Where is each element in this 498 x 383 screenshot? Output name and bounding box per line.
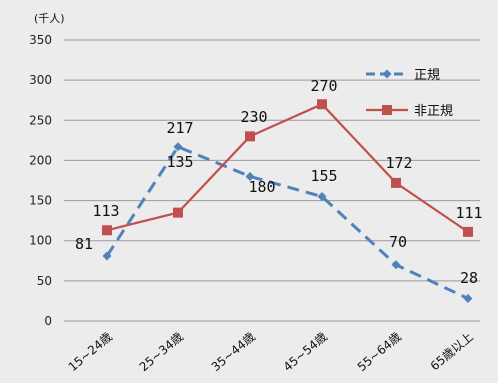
y-tick-label: 50 — [37, 274, 52, 288]
data-label: 113 — [92, 202, 119, 220]
x-axis-tick-labels: 15~24歳 25~34歳 35~44歳 45~54歳 55~64歳 65歳以上 — [66, 330, 476, 375]
y-tick-label: 350 — [29, 33, 52, 47]
series-1-point — [463, 226, 473, 237]
legend-marker — [382, 69, 392, 79]
series-1-point — [102, 225, 112, 236]
data-label: 230 — [240, 108, 267, 126]
y-axis-tick-labels: 0 50 100 150 200 250 300 350 — [29, 33, 52, 328]
series-line-0 — [105, 144, 469, 300]
grid-lines — [64, 39, 480, 322]
data-label: 135 — [166, 153, 193, 171]
series-0-point — [463, 294, 473, 304]
data-label: 217 — [166, 119, 193, 137]
y-tick-label: 300 — [29, 73, 52, 87]
data-label: 155 — [310, 167, 337, 185]
data-label: 81 — [75, 235, 93, 253]
unit-label: (千人) — [34, 12, 65, 25]
y-tick-label: 100 — [29, 234, 52, 248]
series-line-1 — [106, 102, 469, 233]
y-tick-label: 150 — [29, 194, 52, 208]
series-1-point — [245, 131, 255, 142]
series-1-point — [173, 207, 183, 218]
x-category-label: 15~24歳 — [66, 330, 115, 375]
data-label: 172 — [385, 154, 412, 172]
series-1-point — [317, 99, 327, 110]
x-category-label: 35~44歳 — [209, 330, 258, 375]
data-label: 70 — [389, 233, 407, 251]
x-category-label: 55~64歳 — [355, 330, 404, 375]
x-category-label: 45~54歳 — [281, 330, 330, 375]
legend-marker — [382, 105, 392, 115]
y-tick-label: 200 — [29, 153, 52, 167]
data-label: 28 — [460, 269, 478, 287]
data-label: 270 — [310, 77, 337, 95]
legend-label: 正規 — [414, 68, 440, 83]
series-0-point — [245, 171, 255, 181]
series-lines — [102, 99, 473, 304]
series-0-point — [391, 260, 401, 270]
x-category-label: 65歳以上 — [428, 330, 476, 374]
series-0-point — [317, 192, 327, 202]
y-tick-label: 0 — [44, 314, 52, 328]
data-label: 180 — [248, 178, 275, 196]
y-tick-label: 250 — [29, 113, 52, 127]
series-0-point — [173, 142, 183, 152]
data-labels: 81 217 180 155 70 28 113 135 230 270 172 111 — [75, 77, 483, 287]
data-label: 111 — [455, 204, 482, 222]
legend-label: 非正規 — [414, 104, 453, 119]
series-1-point — [391, 177, 401, 188]
series-0-point — [102, 251, 112, 261]
x-category-label: 25~34歳 — [137, 330, 186, 375]
